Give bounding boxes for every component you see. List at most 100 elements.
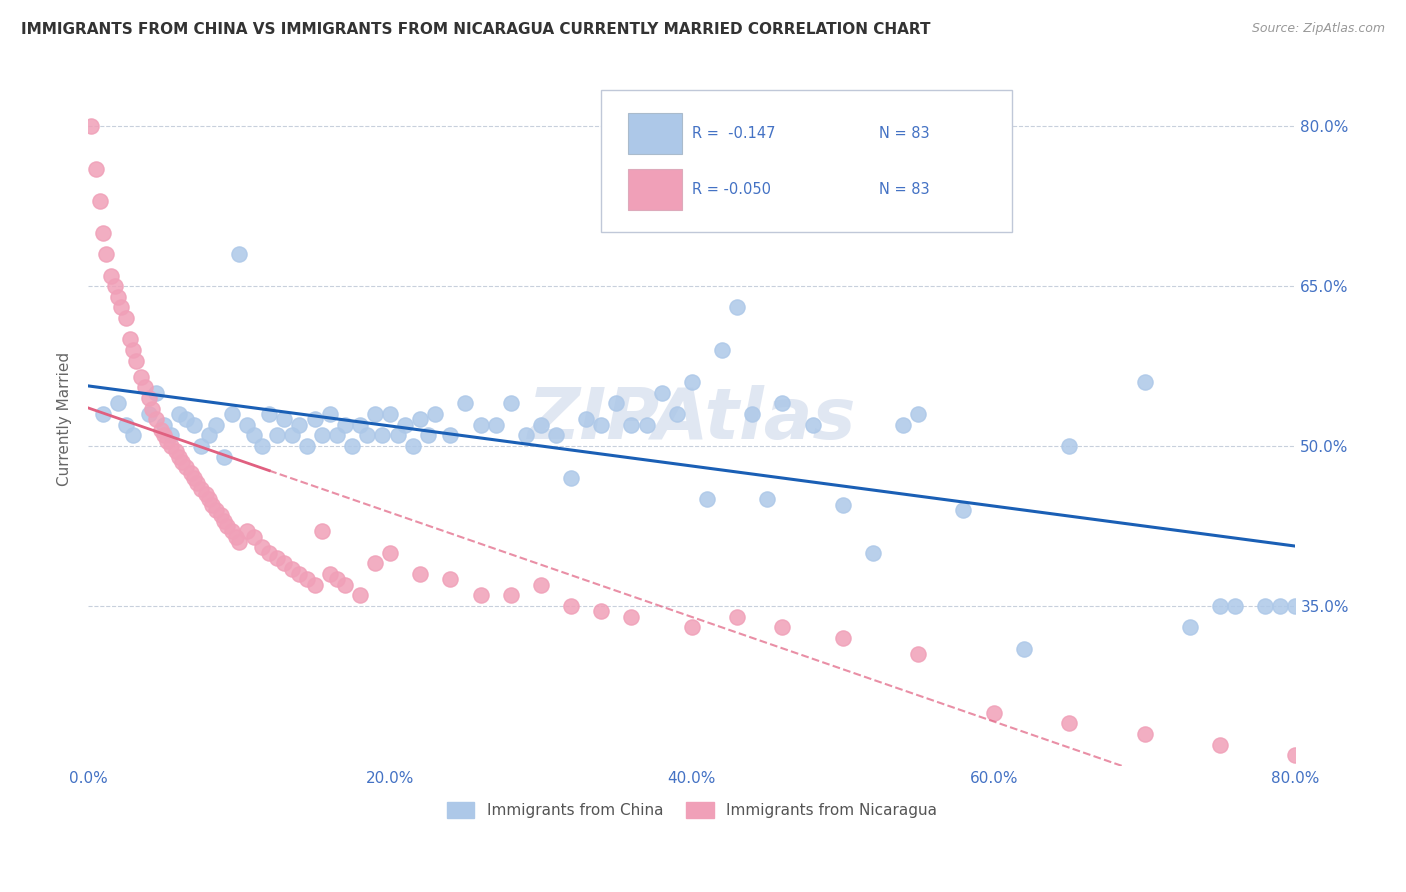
Point [107,396,129,410]
Point [333,417,356,432]
Point [356,428,378,442]
Point [499,396,522,410]
Point [394,417,416,432]
Point [288,566,311,581]
Point [295,439,318,453]
Point [125,353,148,368]
Point [756,492,779,507]
Point [205,503,228,517]
Point [198,492,221,507]
Point [149,423,172,437]
Bar [628,112,682,153]
Point [318,407,340,421]
Point [1344,770,1367,784]
Point [560,471,582,485]
Point [304,412,326,426]
Point [80,120,103,134]
Point [167,450,190,464]
Point [454,396,477,410]
Point [235,417,257,432]
Point [198,428,221,442]
Point [1315,599,1337,613]
Point [141,401,163,416]
Point [378,407,401,421]
Point [160,428,183,442]
Point [138,407,160,421]
Point [575,412,598,426]
Point [591,417,613,432]
Point [215,519,238,533]
Point [257,407,280,421]
Point [288,417,311,432]
Point [165,444,187,458]
Point [378,546,401,560]
Point [1270,599,1292,613]
Point [333,577,356,591]
Point [983,706,1005,720]
Point [183,471,205,485]
Point [1133,727,1156,741]
Point [387,428,409,442]
Point [349,588,371,602]
Text: N = 83: N = 83 [879,182,929,197]
Point [91,407,114,421]
Text: R =  -0.147: R = -0.147 [692,126,775,141]
Point [1057,439,1080,453]
Point [530,577,553,591]
Point [1284,748,1306,763]
Point [409,412,432,426]
Point [304,577,326,591]
Point [120,333,142,347]
Point [183,417,205,432]
Point [1133,375,1156,389]
Point [1299,599,1322,613]
Point [110,301,132,315]
Point [205,417,228,432]
Point [129,369,152,384]
FancyBboxPatch shape [602,90,1012,232]
Point [174,460,197,475]
Point [741,407,763,421]
Point [470,417,492,432]
Point [725,301,748,315]
Point [122,343,145,358]
Point [831,498,853,512]
Y-axis label: Currently Married: Currently Married [58,352,72,486]
Point [620,609,643,624]
Point [1209,599,1232,613]
Point [212,450,235,464]
Point [1315,759,1337,773]
Point [257,546,280,560]
Point [243,428,266,442]
Point [96,247,118,261]
Point [342,439,364,453]
Point [190,482,212,496]
Point [250,541,273,555]
Point [1012,641,1035,656]
Point [349,417,371,432]
Point [862,546,884,560]
Point [725,609,748,624]
Point [228,247,250,261]
Point [266,551,288,566]
Point [907,407,929,421]
Point [409,566,432,581]
Point [605,396,627,410]
Point [770,620,793,634]
Point [228,535,250,549]
Point [1284,599,1306,613]
Point [250,439,273,453]
Point [266,428,288,442]
Point [107,290,129,304]
Point [401,439,423,453]
Point [620,417,643,432]
Point [801,417,824,432]
Point [439,428,461,442]
Point [651,385,673,400]
Text: R = -0.050: R = -0.050 [692,182,770,197]
Point [439,572,461,586]
Point [221,524,243,539]
Point [364,407,387,421]
Point [891,417,914,432]
Point [326,428,349,442]
